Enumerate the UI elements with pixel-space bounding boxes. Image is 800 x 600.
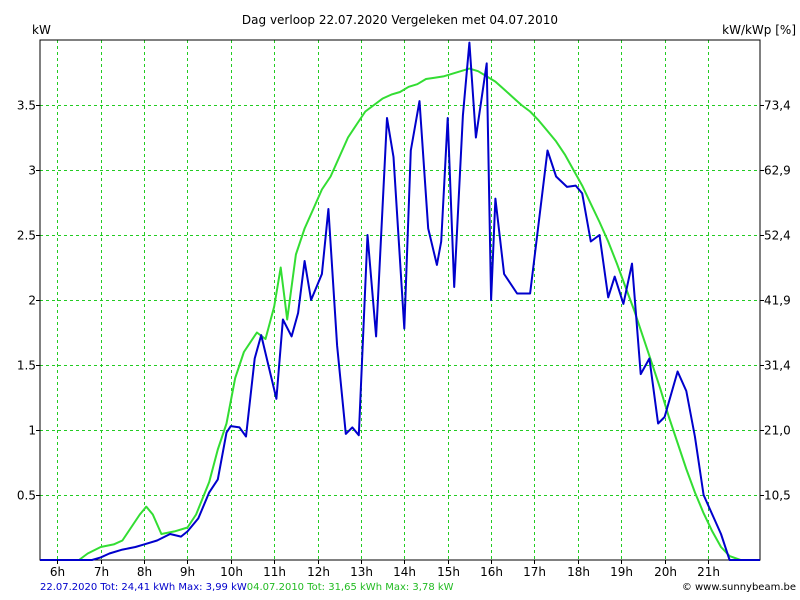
x-tick-label: 10h (220, 565, 243, 579)
x-tick-label: 9h (180, 565, 195, 579)
x-tick-label: 11h (263, 565, 286, 579)
x-tick-label: 20h (654, 565, 677, 579)
y-axis-right: 10,5 21,0 31,4 41,9 52,4 62,9 73,4 (760, 99, 791, 503)
grid (40, 40, 760, 560)
footer-copyright: © www.sunnybeam.be (681, 582, 796, 593)
y-tick-label-left: 3.5 (17, 99, 36, 113)
x-tick-label: 8h (137, 565, 152, 579)
y-tick-label-left: 1 (28, 424, 36, 438)
x-tick-label: 15h (437, 565, 460, 579)
footer-totals: 22.07.2020 Tot: 24,41 kWh Max: 3,99 kW04… (40, 582, 454, 593)
chart-title: Dag verloop 22.07.2020 Vergeleken met 04… (242, 13, 558, 27)
x-tick-label: 18h (567, 565, 590, 579)
y-tick-label-left: 2.5 (17, 229, 36, 243)
x-tick-label: 12h (307, 565, 330, 579)
x-tick-label: 21h (697, 565, 720, 579)
y-tick-label-left: 0.5 (17, 489, 36, 503)
footer-series-2010: 04.07.2010 Tot: 31,65 kWh Max: 3,78 kW (246, 582, 454, 593)
x-axis: 6h 7h 8h 9h 10h 11h 12h 13h 14h 15h 16h 17h 18h 19h 20… (50, 560, 720, 579)
y-tick-label-right: 10,5 (764, 489, 791, 503)
y-axis-left: 0.5 1 1.5 2 2.5 3 3.5 (17, 99, 40, 503)
x-tick-label: 7h (94, 565, 109, 579)
y-tick-label-left: 1.5 (17, 359, 36, 373)
x-tick-label: 6h (50, 565, 65, 579)
x-tick-label: 14h (393, 565, 416, 579)
y-tick-label-right: 73,4 (764, 99, 791, 113)
y-tick-label-right: 52,4 (764, 229, 791, 243)
y-tick-label-left: 2 (28, 294, 36, 308)
series-lines (40, 41, 760, 561)
series-line-22.07.2020 (40, 41, 760, 561)
x-tick-label: 16h (480, 565, 503, 579)
y-tick-label-right: 41,9 (764, 294, 791, 308)
y-tick-label-right: 62,9 (764, 164, 791, 178)
y-tick-label-right: 21,0 (764, 424, 791, 438)
y-tick-label-left: 3 (28, 164, 36, 178)
x-tick-label: 17h (523, 565, 546, 579)
y-axis-right-label: kW/kWp [%] (722, 23, 796, 37)
x-tick-label: 13h (350, 565, 373, 579)
series-line-04.07.2010 (40, 67, 760, 561)
x-tick-label: 19h (610, 565, 633, 579)
y-tick-label-right: 31,4 (764, 359, 791, 373)
y-axis-left-label: kW (32, 23, 51, 37)
footer-series-2020: 22.07.2020 Tot: 24,41 kWh Max: 3,99 kW (40, 582, 247, 593)
